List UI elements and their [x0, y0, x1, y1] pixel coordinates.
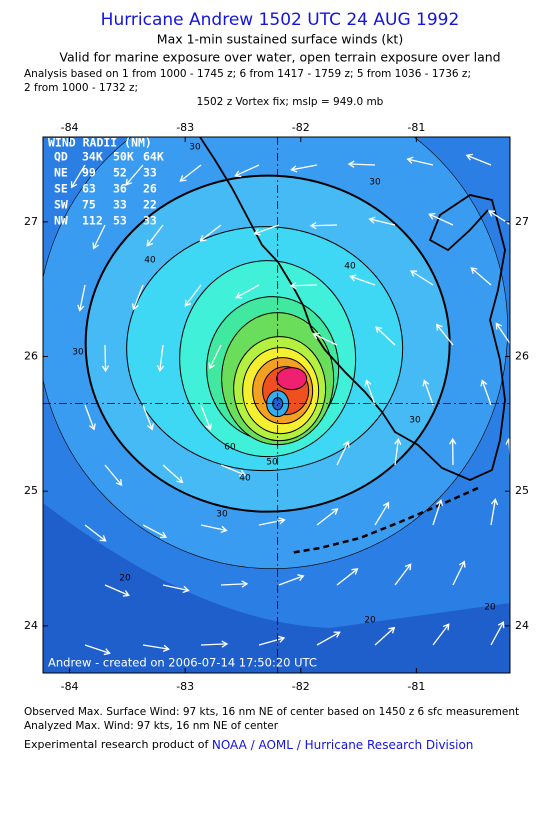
- wind-arrow: [291, 285, 317, 286]
- wind-contour: [277, 368, 307, 390]
- lon-tick-label: -82: [292, 680, 310, 693]
- lon-tick-label: -83: [176, 680, 194, 693]
- contour-label: 30: [409, 416, 421, 426]
- link[interactable]: NOAA / AOML / Hurricane Research Divisio…: [212, 738, 474, 752]
- wind-radii-cell: NW: [54, 214, 68, 228]
- wind-radii-cell: 63: [82, 182, 96, 196]
- contour-label: 30: [369, 178, 381, 188]
- analysis-line: Analysis based on 1 from 1000 - 1745 z; …: [24, 68, 471, 80]
- wind-radii-cell: 53: [113, 214, 127, 228]
- wind-radii-cell: 36: [113, 182, 127, 196]
- contour-label: 40: [144, 256, 156, 266]
- validity: Valid for marine exposure over water, op…: [59, 50, 500, 65]
- lon-tick-label: -84: [61, 680, 79, 693]
- lon-tick-label: -81: [407, 121, 425, 134]
- product-text: Experimental research product of: [24, 738, 209, 751]
- footer-product: Experimental research product of NOAA / …: [24, 738, 473, 752]
- wind-radii-cell: SW: [54, 198, 68, 212]
- lat-tick-label: 26: [515, 350, 529, 363]
- footer-analyzed: Analyzed Max. Wind: 97 kts, 16 nm NE of …: [24, 720, 279, 732]
- wind-radii-cell: NE: [54, 166, 68, 180]
- wind-radii-cell: 75: [82, 198, 96, 212]
- wind-arrow: [511, 560, 519, 585]
- lat-tick-label: 25: [24, 484, 38, 497]
- wind-radii-cell: 99: [82, 166, 96, 180]
- wind-radii-header: 64K: [143, 150, 164, 164]
- subtitle: Max 1-min sustained surface winds (kt): [157, 32, 403, 47]
- wind-arrow: [311, 225, 337, 226]
- wind-radii-cell: 52: [113, 166, 127, 180]
- wind-radii-cell: 22: [143, 198, 157, 212]
- wind-radii-title: WIND RADII (NM): [48, 136, 152, 150]
- wind-radii-header: 50K: [113, 150, 134, 164]
- contour-label: 20: [364, 616, 376, 626]
- lon-tick-label: -81: [407, 680, 425, 693]
- lat-tick-label: 27: [24, 215, 38, 228]
- wind-radii-cell: 33: [113, 198, 127, 212]
- lat-tick-label: 24: [24, 619, 38, 632]
- contour-label: 40: [344, 262, 356, 272]
- title: Hurricane Andrew 1502 UTC 24 AUG 1992: [101, 10, 460, 30]
- wind-radii-header: 34K: [82, 150, 103, 164]
- contour-label: 50: [266, 458, 278, 468]
- analysis-line: 2 from 1000 - 1732 z;: [24, 82, 138, 94]
- wind-radii-cell: 26: [143, 182, 157, 196]
- lat-tick-label: 25: [515, 484, 529, 497]
- contour-label: 40: [239, 474, 251, 484]
- wind-arrow: [105, 345, 106, 371]
- lat-tick-label: 26: [24, 350, 38, 363]
- lat-tick-label: 24: [515, 619, 529, 632]
- lon-tick-label: -82: [292, 121, 310, 134]
- credit: Andrew - created on 2006-07-14 17:50:20 …: [48, 656, 317, 670]
- wind-arrow-head: [514, 560, 520, 566]
- lon-tick-label: -84: [61, 121, 79, 134]
- wind-radii-cell: 112: [82, 214, 103, 228]
- footer-observed: Observed Max. Surface Wind: 97 kts, 16 n…: [24, 706, 519, 718]
- contour-label: 30: [72, 348, 84, 358]
- lat-tick-label: 27: [515, 215, 529, 228]
- contour-label: 20: [484, 603, 496, 613]
- wind-radii-cell: 33: [143, 166, 157, 180]
- wind-radii-cell: SE: [54, 182, 68, 196]
- lon-tick-label: -83: [176, 121, 194, 134]
- contour-label: 20: [119, 574, 131, 584]
- wind-radii-cell: 33: [143, 214, 157, 228]
- contour-label: 30: [189, 143, 201, 153]
- contour-label: 60: [224, 443, 236, 453]
- map-area: 30 30 40 40 30 30 60 50 40 30 20 20 20 WIND RADII (NM…: [38, 89, 521, 673]
- contour-label: 30: [216, 510, 228, 520]
- vortex-fix: 1502 z Vortex fix; mslp = 949.0 mb: [197, 96, 384, 108]
- wind-radii-header: QD: [54, 150, 68, 164]
